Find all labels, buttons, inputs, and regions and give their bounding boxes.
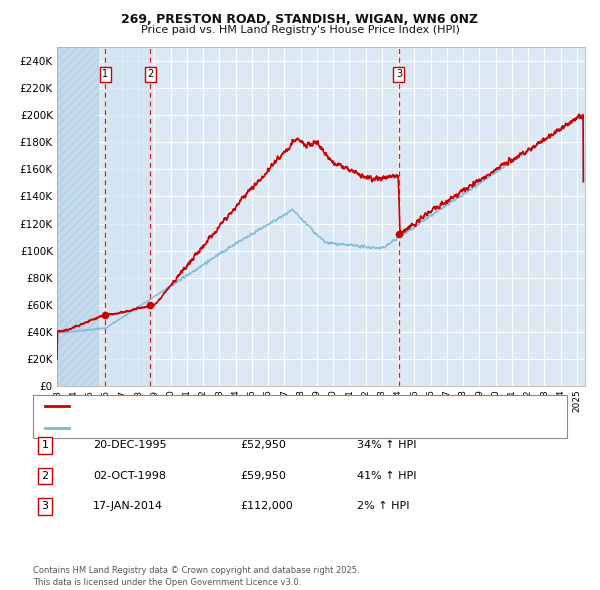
Text: 17-JAN-2014: 17-JAN-2014 [93,502,163,511]
Text: 269, PRESTON ROAD, STANDISH, WIGAN, WN6 0NZ (semi-detached house): 269, PRESTON ROAD, STANDISH, WIGAN, WN6 … [75,401,442,411]
Text: £59,950: £59,950 [240,471,286,481]
Text: 2% ↑ HPI: 2% ↑ HPI [357,502,409,511]
Text: £52,950: £52,950 [240,441,286,450]
Text: 2: 2 [41,471,49,481]
Text: 2: 2 [147,70,154,79]
Text: 3: 3 [41,502,49,511]
Text: 269, PRESTON ROAD, STANDISH, WIGAN, WN6 0NZ: 269, PRESTON ROAD, STANDISH, WIGAN, WN6 … [121,13,479,26]
Text: HPI: Average price, semi-detached house, Wigan: HPI: Average price, semi-detached house,… [75,423,313,432]
Text: 3: 3 [396,70,402,79]
Text: 1: 1 [102,70,109,79]
Bar [57,47,98,386]
Text: 41% ↑ HPI: 41% ↑ HPI [357,471,416,481]
Bar [105,47,151,386]
Text: 20-DEC-1995: 20-DEC-1995 [93,441,167,450]
Text: 34% ↑ HPI: 34% ↑ HPI [357,441,416,450]
Text: £112,000: £112,000 [240,502,293,511]
Text: Price paid vs. HM Land Registry's House Price Index (HPI): Price paid vs. HM Land Registry's House … [140,25,460,35]
Text: Contains HM Land Registry data © Crown copyright and database right 2025.
This d: Contains HM Land Registry data © Crown c… [33,566,359,587]
Text: 02-OCT-1998: 02-OCT-1998 [93,471,166,481]
Text: 1: 1 [41,441,49,450]
